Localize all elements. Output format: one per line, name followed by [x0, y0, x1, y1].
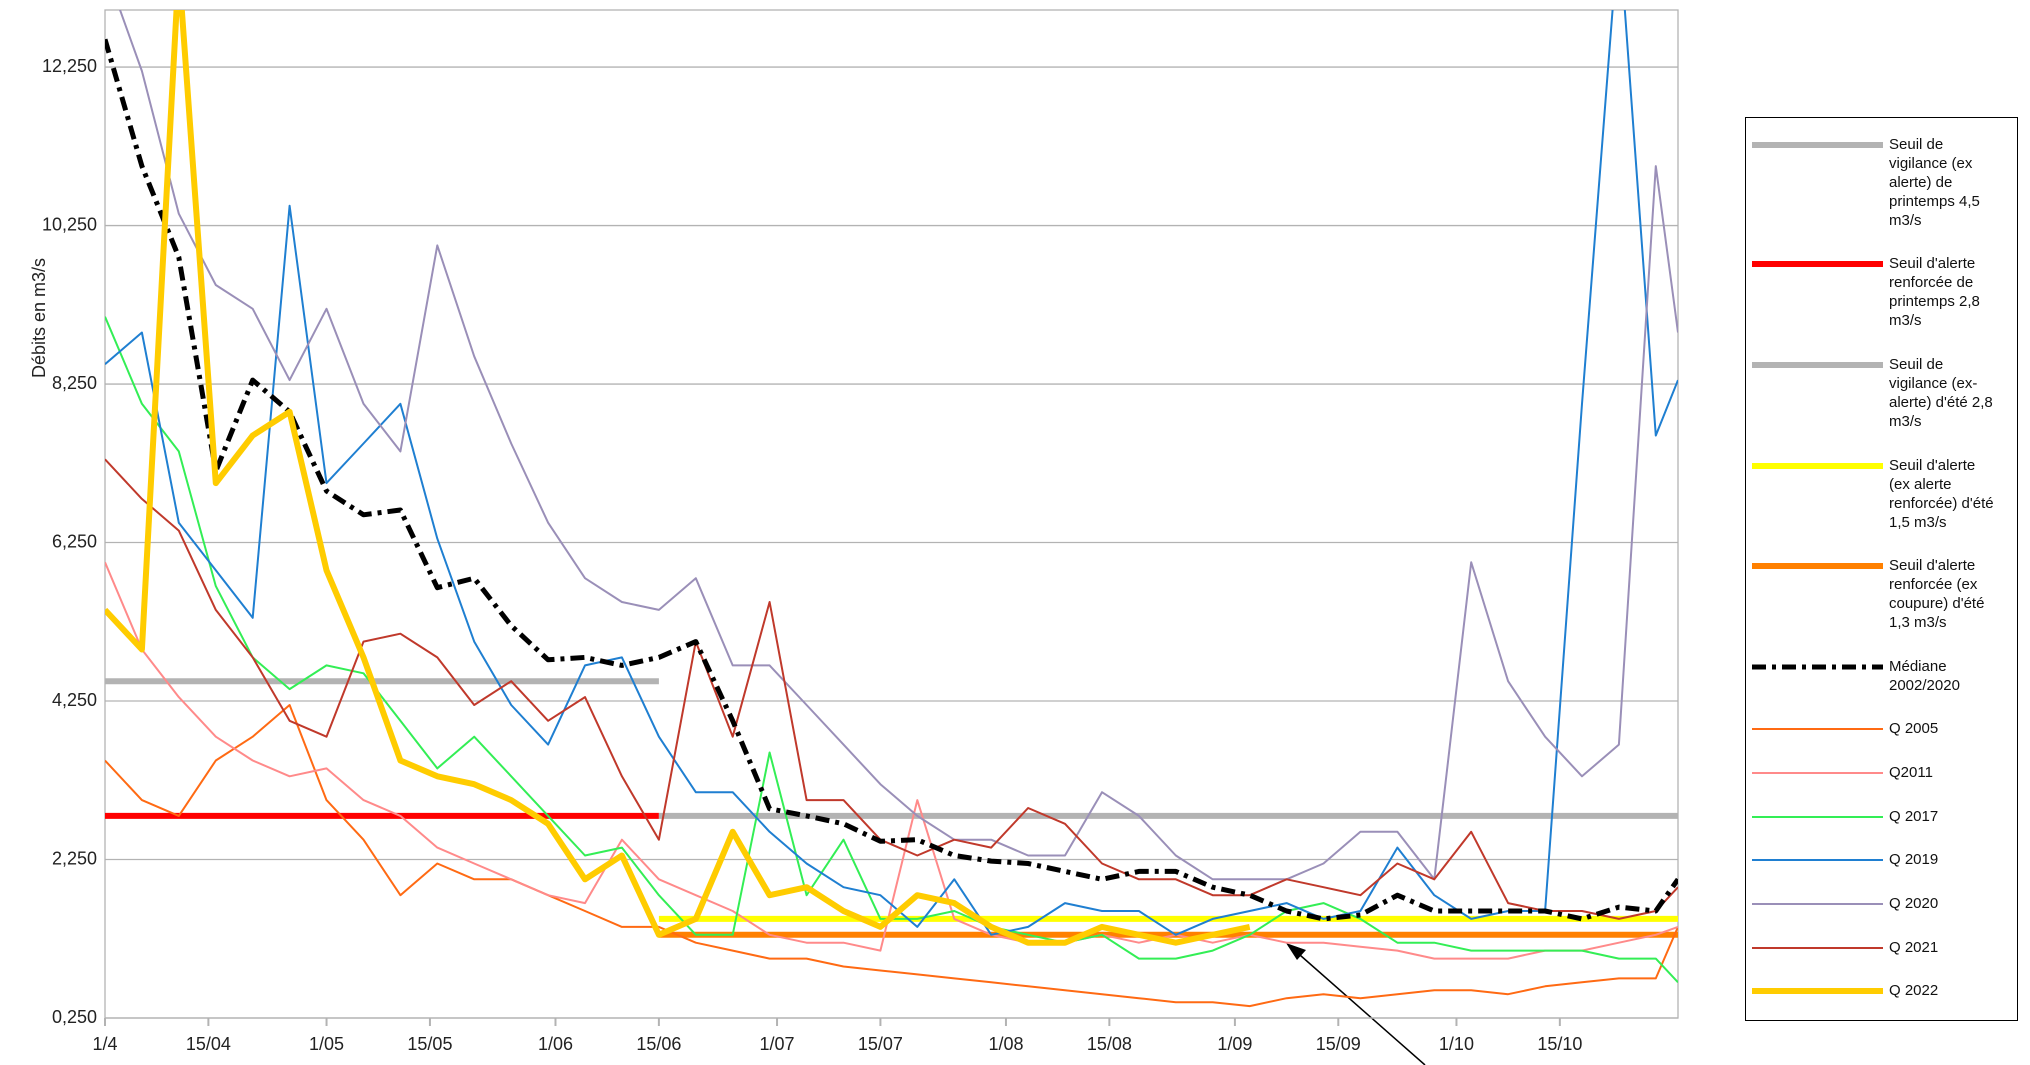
- x-tick-label: 15/07: [858, 1034, 903, 1054]
- legend-swatch-box: [1752, 462, 1883, 469]
- x-tick-label: 1/08: [988, 1034, 1023, 1054]
- legend-swatch-box: [1752, 362, 1883, 369]
- legend-swatch-box: [1752, 772, 1883, 775]
- x-tick-label: 1/10: [1439, 1034, 1474, 1054]
- legend-item: Seuil de vigilance (ex-alerte) d'été 2,8…: [1750, 356, 2013, 431]
- legend-swatch-box: [1752, 141, 1883, 148]
- series-line: [118, 10, 1678, 881]
- legend-swatch-box: [1752, 261, 1883, 268]
- legend-label: Seuil de vigilance (ex-alerte) d'été 2,8…: [1889, 356, 1993, 431]
- y-tick-label: 10,250: [42, 214, 97, 234]
- plot-border: [104, 9, 1679, 1019]
- x-tick-label: 1/06: [538, 1034, 573, 1054]
- legend-item: Q 2005: [1750, 720, 2013, 738]
- legend-swatch-box: [1752, 664, 1883, 670]
- legend-label: Seuil d'alerte renforcée de printemps 2,…: [1889, 255, 1980, 330]
- legend-label: Q 2021: [1889, 938, 1939, 956]
- y-tick-label: 12,250: [42, 56, 97, 76]
- legend-item: Q 2021: [1750, 938, 2013, 957]
- legend-label: Médiane 2002/2020: [1889, 657, 1960, 694]
- x-tick-label: 15/10: [1537, 1034, 1582, 1054]
- annotation-arrow: [1291, 947, 1426, 1065]
- y-axis-label: Débits en m3/s: [29, 258, 49, 378]
- y-tick-label: 4,250: [52, 690, 97, 710]
- legend-item: Seuil d'alerte renforcée de printemps 2,…: [1750, 255, 2013, 330]
- y-tick-label: 6,250: [52, 531, 97, 551]
- legend-swatch-box: [1752, 859, 1883, 862]
- arrow-head: [1286, 943, 1306, 960]
- legend-item: Seuil d'alerte renforcée (ex coupure) d'…: [1750, 557, 2013, 632]
- series-line: [105, 316, 1678, 983]
- x-tick-label: 15/04: [186, 1034, 231, 1054]
- series-line: [105, 38, 1678, 922]
- legend-swatch-box: [1752, 902, 1883, 905]
- legend-label: Seuil d'alerte renforcée (ex coupure) d'…: [1889, 557, 1985, 632]
- legend-swatch-box: [1752, 815, 1883, 818]
- series-line: [105, 10, 1251, 946]
- y-tick-label: 2,250: [52, 848, 97, 868]
- legend-label: Seuil d'alerte (ex alerte renforcée) d'é…: [1889, 456, 1994, 531]
- x-tick-label: 1/07: [760, 1034, 795, 1054]
- legend-swatch-box: [1752, 946, 1883, 949]
- legend-label: Seuil de vigilance (ex alerte) de printe…: [1889, 135, 1980, 229]
- series-line: [105, 704, 1678, 1008]
- series-layer: [105, 10, 1678, 1008]
- x-tick-label: 15/06: [636, 1034, 681, 1054]
- x-tick-label: 1/4: [92, 1034, 117, 1054]
- legend-item: Seuil de vigilance (ex alerte) de printe…: [1750, 135, 2013, 230]
- legend-item: Q 2017: [1750, 807, 2013, 826]
- legend-label: Q 2022: [1889, 982, 1939, 1000]
- legend-item: Seuil d'alerte (ex alerte renforcée) d'é…: [1750, 456, 2013, 532]
- legend-item: Q 2019: [1750, 851, 2013, 869]
- legend-swatch-box: [1752, 988, 1883, 995]
- legend-item: Q2011: [1750, 764, 2013, 782]
- x-tick-label: 1/09: [1217, 1034, 1252, 1054]
- legend: Seuil de vigilance (ex alerte) de printe…: [1745, 117, 2018, 1021]
- legend-label: Q2011: [1889, 764, 1933, 782]
- legend-swatch-box: [1752, 728, 1883, 731]
- legend-item: Q 2020: [1750, 894, 2013, 913]
- y-tick-label: 8,250: [52, 373, 97, 393]
- series-line: [105, 561, 1678, 960]
- legend-item: Médiane 2002/2020: [1750, 657, 2013, 695]
- legend-label: Q 2019: [1889, 851, 1939, 869]
- legend-label: Q 2020: [1889, 894, 1939, 912]
- legend-label: Q 2017: [1889, 807, 1939, 825]
- series-line: [105, 458, 1678, 920]
- x-tick-label: 1/05: [309, 1034, 344, 1054]
- x-tick-label: 15/05: [407, 1034, 452, 1054]
- legend-item: Q 2022: [1750, 982, 2013, 1000]
- x-tick-label: 15/09: [1316, 1034, 1361, 1054]
- legend-swatch-box: [1752, 563, 1883, 570]
- x-tick-label: 15/08: [1087, 1034, 1132, 1054]
- y-tick-label: 0,250: [52, 1007, 97, 1027]
- legend-label: Q 2005: [1889, 720, 1939, 738]
